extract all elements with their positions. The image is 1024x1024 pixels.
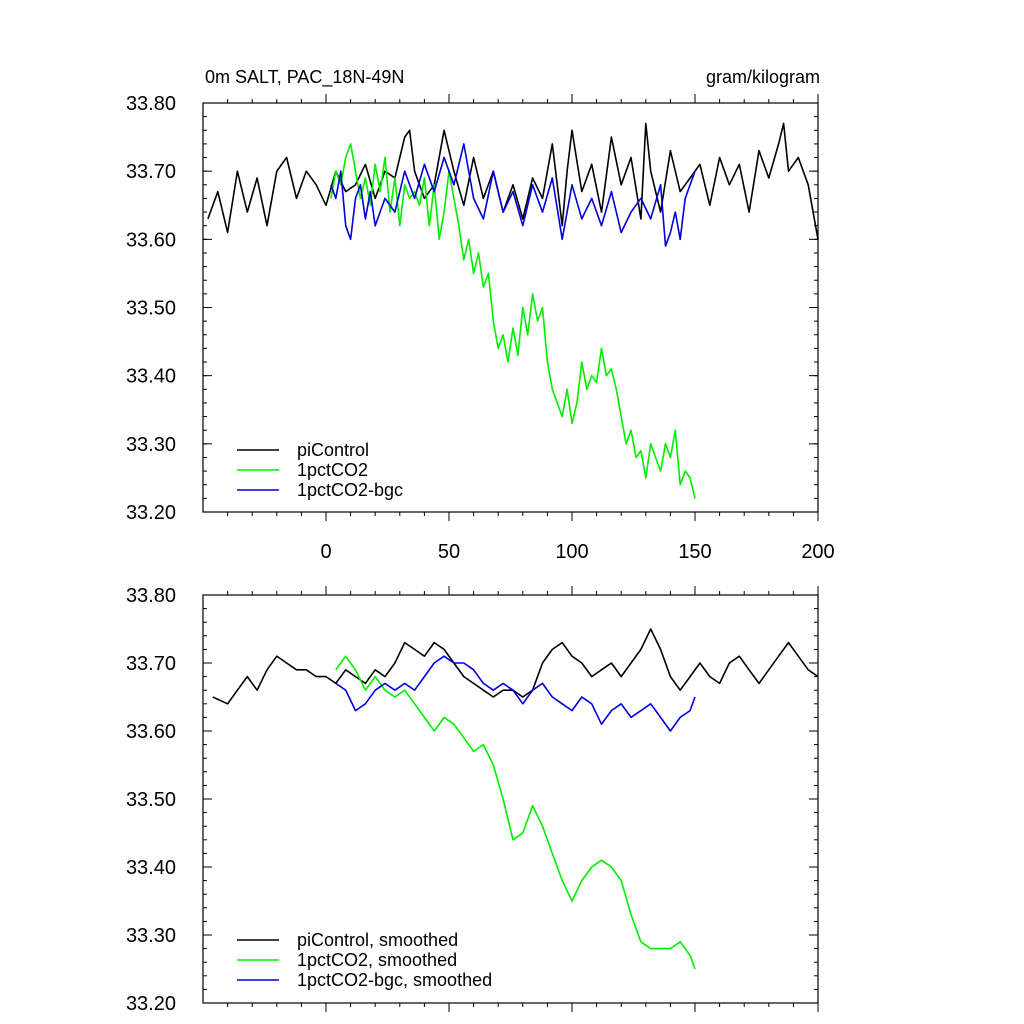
y-tick-label: 33.20: [126, 993, 176, 1015]
y-tick-label: 33.20: [126, 502, 176, 524]
y-tick-label: 33.80: [126, 93, 176, 115]
x-tick-label: 100: [555, 541, 588, 563]
x-tick-label: 200: [801, 541, 834, 563]
y-tick-label: 33.80: [126, 585, 176, 607]
legend-label: 1pctCO2-bgc, smoothed: [297, 970, 492, 990]
bottom-panel: 33.20 33.30 33.40 33.50 33.60 33.70 33.80 piCo…: [126, 585, 819, 1015]
series-line-0: [207, 122, 819, 240]
series-line-2: [335, 655, 696, 732]
legend-label: piControl: [297, 440, 369, 460]
units-label: gram/kilogram: [706, 67, 820, 87]
y-tick-label: 33.60: [126, 721, 176, 743]
legend-label: 1pctCO2, smoothed: [297, 950, 457, 970]
series-line-1: [335, 655, 696, 970]
y-tick-label: 33.70: [126, 161, 176, 183]
y-tick-label: 33.30: [126, 925, 176, 947]
bottom-plot-frame: [202, 594, 819, 1004]
series-line-2: [330, 143, 696, 247]
y-tick-label: 33.60: [126, 229, 176, 251]
y-tick-label: 33.50: [126, 789, 176, 811]
y-tick-label: 33.30: [126, 434, 176, 456]
top-plot-frame: [202, 102, 819, 513]
x-tick-label: 0: [320, 541, 331, 563]
top-series-lines: [207, 122, 819, 499]
y-tick-label: 33.40: [126, 857, 176, 879]
chart-title: 0m SALT, PAC_18N-49N: [205, 67, 404, 88]
series-line-0: [212, 628, 819, 705]
top-panel: 0m SALT, PAC_18N-49N gram/kilogram 33.20…: [126, 67, 835, 563]
legend-label: 1pctCO2-bgc: [297, 480, 403, 500]
legend-label: 1pctCO2: [297, 460, 368, 480]
legend-label: piControl, smoothed: [297, 930, 458, 950]
bottom-series-lines: [212, 628, 819, 970]
series-line-1: [330, 143, 696, 499]
bottom-ticks: 33.20 33.30 33.40 33.50 33.60 33.70 33.80: [126, 585, 819, 1015]
x-tick-label: 50: [438, 541, 460, 563]
y-tick-label: 33.50: [126, 298, 176, 320]
y-tick-label: 33.40: [126, 366, 176, 388]
top-ticks: 33.20 33.30 33.40 33.50 33.60 33.70 33.80 0 50 10…: [126, 93, 835, 563]
x-tick-label: 150: [678, 541, 711, 563]
y-tick-label: 33.70: [126, 653, 176, 675]
